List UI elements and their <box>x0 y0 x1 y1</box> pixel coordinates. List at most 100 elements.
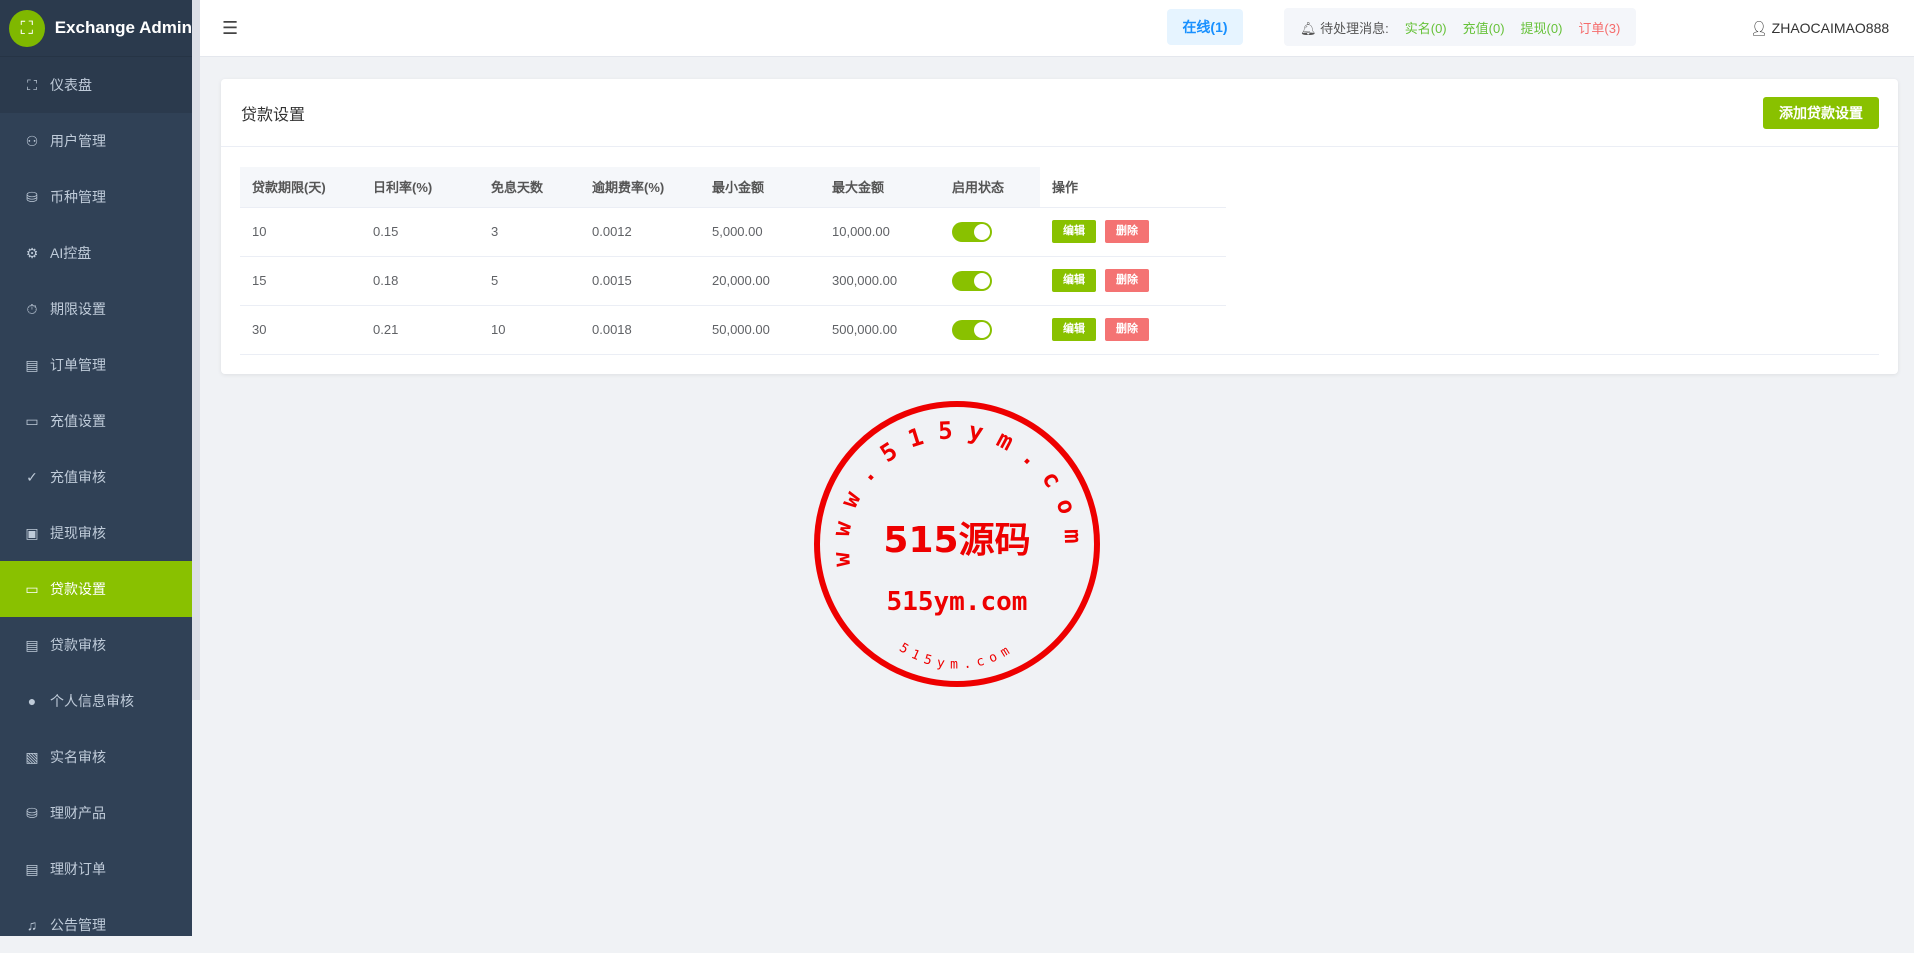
page-title: 贷款设置 <box>241 106 306 124</box>
sidebar-item-8[interactable]: ▣ 提现审核 <box>0 505 192 561</box>
user-menu[interactable]: 👤︎ ZHAOCAIMAO888 <box>1750 20 1889 37</box>
header: ☰ 在线(1) 🔔︎ 待处理消息: 实名(0) 充值(0) 提现(0) 订单(3… <box>200 0 1914 57</box>
column-header: 启用状态 <box>940 167 1040 207</box>
table-cell: 0.0012 <box>580 206 700 256</box>
sidebar-item-label: 期限设置 <box>50 301 106 317</box>
edit-button[interactable]: 编辑 <box>1052 269 1096 292</box>
sidebar-item-label: 贷款设置 <box>50 581 106 597</box>
table-cell: 10 <box>479 304 580 354</box>
sidebar-item-label: 提现审核 <box>50 525 106 541</box>
divider <box>240 354 1879 355</box>
sidebar-item-13[interactable]: ⛁ 理财产品 <box>0 785 192 841</box>
table-cell: 0.0018 <box>580 304 700 354</box>
table-cell: 50,000.00 <box>700 304 820 354</box>
sidebar-item-label: 币种管理 <box>50 189 106 205</box>
table-cell: 5 <box>479 255 580 305</box>
table-cell: 3 <box>479 206 580 256</box>
sidebar-item-label: 公告管理 <box>50 917 106 933</box>
pending-recharge[interactable]: 充值(0) <box>1462 20 1505 36</box>
sidebar-item-9[interactable]: ▭ 贷款设置 <box>0 561 192 617</box>
bell-icon: ♫ <box>26 917 38 933</box>
sidebar-item-label: 仪表盘 <box>50 77 92 93</box>
column-header: 免息天数 <box>479 167 580 207</box>
svg-text:515源码: 515源码 <box>883 520 1030 561</box>
table-cell: 0.0015 <box>580 255 700 305</box>
table-cell: 5,000.00 <box>700 206 820 256</box>
person-icon: ● <box>27 693 37 709</box>
sidebar-item-5[interactable]: ▤ 订单管理 <box>0 337 192 393</box>
sidebar-item-label: 实名审核 <box>50 749 106 765</box>
sidebar-item-14[interactable]: ▤ 理财订单 <box>0 841 192 897</box>
loan-settings-card: 贷款设置 添加贷款设置 贷款期限(天) 日利率(%) 免息天数 逾期费率(%) 最小金额… <box>221 79 1898 374</box>
sidebar-item-12[interactable]: ▧ 实名审核 <box>0 729 192 785</box>
column-header: 最小金额 <box>700 167 820 207</box>
table-cell: 300,000.00 <box>820 255 940 305</box>
table-cell: 20,000.00 <box>700 255 820 305</box>
table-row: 15 0.18 5 0.0015 20,000.00 300,000.00 编辑 删除 <box>240 255 1226 305</box>
document-check-icon: ▧ <box>25 748 39 765</box>
table-cell: 500,000.00 <box>820 304 940 354</box>
add-loan-setting-button[interactable]: 添加贷款设置 <box>1763 96 1879 129</box>
sidebar-item-label: 订单管理 <box>50 357 106 373</box>
user-icon: ⚇ <box>25 132 39 149</box>
sidebar-item-4[interactable]: ⏱ 期限设置 <box>0 281 192 337</box>
edit-button[interactable]: 编辑 <box>1052 318 1096 342</box>
enabled-toggle[interactable] <box>952 270 992 291</box>
table-row: 10 0.15 3 0.0012 5,000.00 10,000.00 编辑 删除 <box>240 206 1226 256</box>
enabled-toggle[interactable] <box>952 319 992 340</box>
sidebar: ⛶ Exchange Admin ⛶ 仪表盘 ⚇ 用户管理 ⛁ 币种管理 ⚙ AI控盘 ⏱ 期限设… <box>0 0 192 936</box>
timer-icon: ⏱ <box>26 300 38 317</box>
sidebar-item-label: 理财产品 <box>50 805 106 821</box>
sidebar-item-1[interactable]: ⚇ 用户管理 <box>0 113 192 169</box>
table-row: 30 0.21 10 0.0018 50,000.00 500,000.00 编辑 删除 <box>240 304 1226 354</box>
column-header: 逾期费率(%) <box>580 167 700 207</box>
table-cell: 0.21 <box>361 304 479 354</box>
sidebar-item-7[interactable]: ✓ 充值审核 <box>0 449 192 505</box>
presentation-icon: ⛶ <box>9 9 45 47</box>
sidebar-item-label: 充值设置 <box>50 413 106 429</box>
enabled-toggle[interactable] <box>952 221 992 242</box>
table-cell: 15 <box>240 255 361 305</box>
pending-realname[interactable]: 实名(0) <box>1404 20 1447 36</box>
column-header: 日利率(%) <box>361 167 479 207</box>
sidebar-item-0[interactable]: ⛶ 仪表盘 <box>0 57 192 113</box>
sidebar-item-3[interactable]: ⚙ AI控盘 <box>0 225 192 281</box>
sidebar-item-6[interactable]: ▭ 充值设置 <box>0 393 192 449</box>
document-icon: ▤ <box>25 356 39 373</box>
sidebar-item-label: 个人信息审核 <box>50 693 134 709</box>
online-badge[interactable]: 在线(1) <box>1167 9 1243 45</box>
folder-icon: ▭ <box>25 580 39 597</box>
table-cell: 10,000.00 <box>820 206 940 256</box>
sidebar-item-2[interactable]: ⛁ 币种管理 <box>0 169 192 225</box>
check-icon: ✓ <box>26 468 38 485</box>
table-cell: 30 <box>240 304 361 354</box>
svg-text:515ym.com: 515ym.com <box>896 640 1017 672</box>
database-icon: ⛁ <box>26 188 38 205</box>
logo: ⛶ Exchange Admin <box>0 0 192 57</box>
delete-button[interactable]: 删除 <box>1105 220 1149 243</box>
pending-withdraw[interactable]: 提现(0) <box>1520 20 1563 36</box>
pending-messages: 🔔︎ 待处理消息: 实名(0) 充值(0) 提现(0) 订单(3) <box>1284 8 1637 46</box>
delete-button[interactable]: 删除 <box>1105 318 1149 342</box>
pending-orders[interactable]: 订单(3) <box>1578 20 1621 36</box>
sidebar-item-15[interactable]: ♫ 公告管理 <box>0 897 192 953</box>
delete-button[interactable]: 删除 <box>1105 269 1149 292</box>
sidebar-item-10[interactable]: ▤ 贷款审核 <box>0 617 192 673</box>
loan-table: 贷款期限(天) 日利率(%) 免息天数 逾期费率(%) 最小金额 最大金额 启用状态 操作 1… <box>240 167 1226 354</box>
svg-text:515ym.com: 515ym.com <box>887 587 1028 617</box>
table-cell: 0.18 <box>361 255 479 305</box>
table-cell: 10 <box>240 206 361 256</box>
menu-toggle-icon[interactable]: ☰ <box>222 18 239 38</box>
sidebar-scrollbar[interactable] <box>192 0 200 700</box>
database-icon: ⛁ <box>26 804 38 821</box>
column-header: 操作 <box>1040 167 1226 207</box>
sidebar-item-label: 理财订单 <box>50 861 106 877</box>
sidebar-item-label: AI控盘 <box>50 245 92 261</box>
document-icon: ▤ <box>25 636 39 653</box>
sidebar-item-label: 充值审核 <box>50 469 106 485</box>
pending-label: 待处理消息: <box>1320 20 1389 36</box>
presentation-icon: ⛶ <box>27 76 37 93</box>
sidebar-item-11[interactable]: ● 个人信息审核 <box>0 673 192 729</box>
edit-button[interactable]: 编辑 <box>1052 220 1096 243</box>
column-header: 贷款期限(天) <box>240 167 361 207</box>
